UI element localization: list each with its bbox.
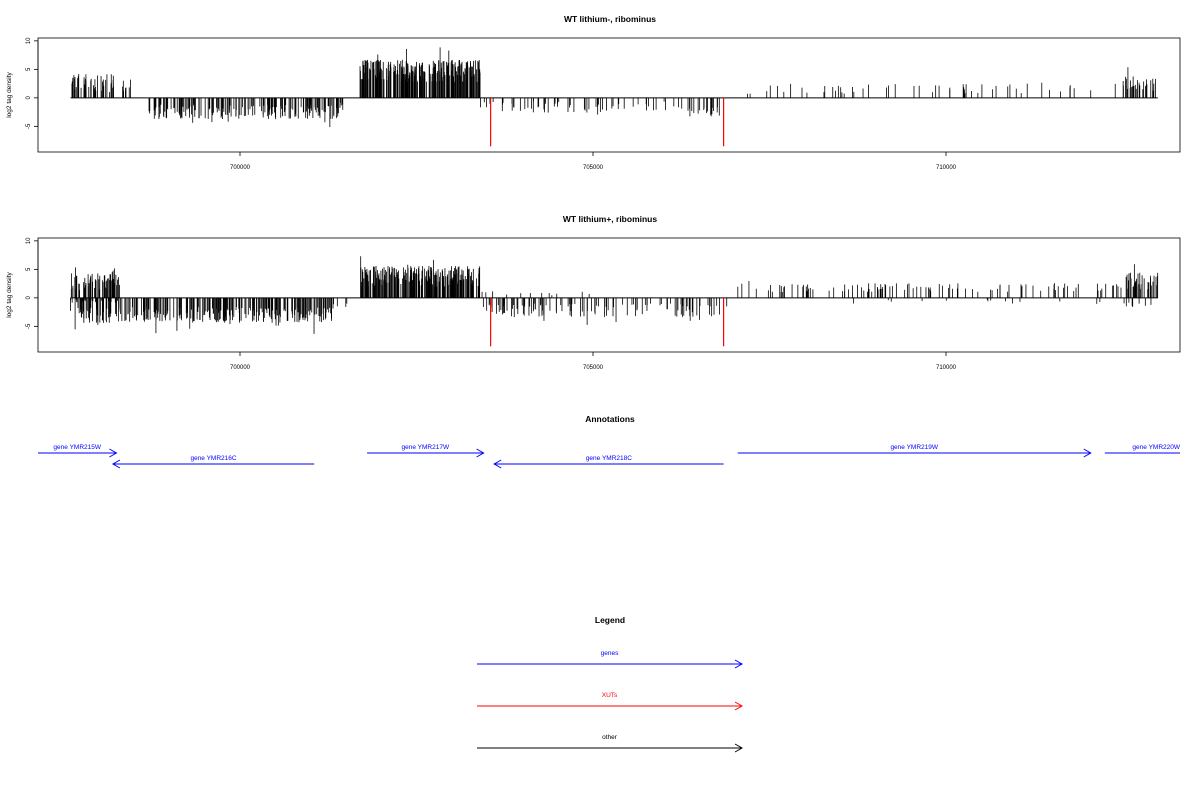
plot-frame [37,37,1181,153]
legend-arrow-head [734,743,744,753]
legend-label: genes [601,650,619,657]
y-tick-label: 0 [26,296,32,300]
y-axis: 10 5 0 -5 [26,37,39,129]
panel-title: WT lithium-, ribominus [564,14,656,24]
gene-label: gene YMR217W [402,444,450,451]
legend-title: Legend [595,615,625,625]
gene-label: gene YMR216C [190,455,236,462]
legend-label: other [602,734,618,741]
y-axis-label: log2 tag density [6,71,13,117]
x-tick-label: 710000 [936,365,957,371]
y-axis: 10 5 0 -5 [26,237,39,329]
signal-bars [70,47,1158,147]
x-tick-label: 705000 [583,365,604,371]
gene-arrow-head [111,459,121,469]
y-tick-label: 10 [26,237,32,244]
gene-annotation: gene YMR218C [493,455,724,469]
panel-lithium-minus: WT lithium-, ribominus 10 5 0 -5 700000 7050… [6,14,1181,171]
gene-annotation: gene YMR215W [38,444,118,458]
x-tick-label: 710000 [936,165,957,171]
gene-arrows: gene YMR215W gene YMR216C gene YMR217W gene… [38,444,1181,469]
signal-bars [70,256,1159,347]
y-tick-label: 5 [26,67,32,71]
x-axis: 700000 705000 710000 [230,352,957,371]
y-tick-label: 10 [26,37,32,44]
x-tick-label: 700000 [230,165,251,171]
gene-annotation: gene YMR216C [111,455,315,469]
x-tick-label: 705000 [583,165,604,171]
y-tick-label: -5 [26,123,32,129]
gene-label: gene YMR220W [1132,444,1180,451]
gene-annotation: gene YMR220W [1104,444,1181,454]
y-tick-label: 5 [26,267,32,271]
y-axis-label: log2 tag density [6,271,13,317]
gene-arrow-head [1083,448,1092,458]
gene-label: gene YMR218C [586,455,632,462]
annotations-title: Annotations [585,414,635,424]
legend: Legend genes XUTs other [477,615,744,753]
gene-annotation: gene YMR217W [367,444,485,458]
panel-lithium-plus: WT lithium+, ribominus 10 5 0 -5 700000 7050… [6,214,1181,371]
x-tick-label: 700000 [230,365,251,371]
legend-item: genes [477,650,744,669]
legend-item: other [477,734,744,753]
x-axis: 700000 705000 710000 [230,152,957,171]
legend-arrow-head [734,659,744,669]
legend-items: genes XUTs other [477,650,744,753]
legend-label: XUTs [602,692,618,699]
gene-arrow-head [476,448,485,458]
legend-item: XUTs [477,692,744,711]
gene-label: gene YMR215W [53,444,101,451]
y-tick-label: 0 [26,96,32,100]
gene-arrow-head [109,448,118,458]
y-tick-label: -5 [26,323,32,329]
legend-arrow-head [734,701,744,711]
panel-title: WT lithium+, ribominus [563,214,657,224]
gene-label: gene YMR219W [890,444,938,451]
gene-arrow-head [493,459,502,469]
gene-annotation: gene YMR219W [737,444,1092,458]
